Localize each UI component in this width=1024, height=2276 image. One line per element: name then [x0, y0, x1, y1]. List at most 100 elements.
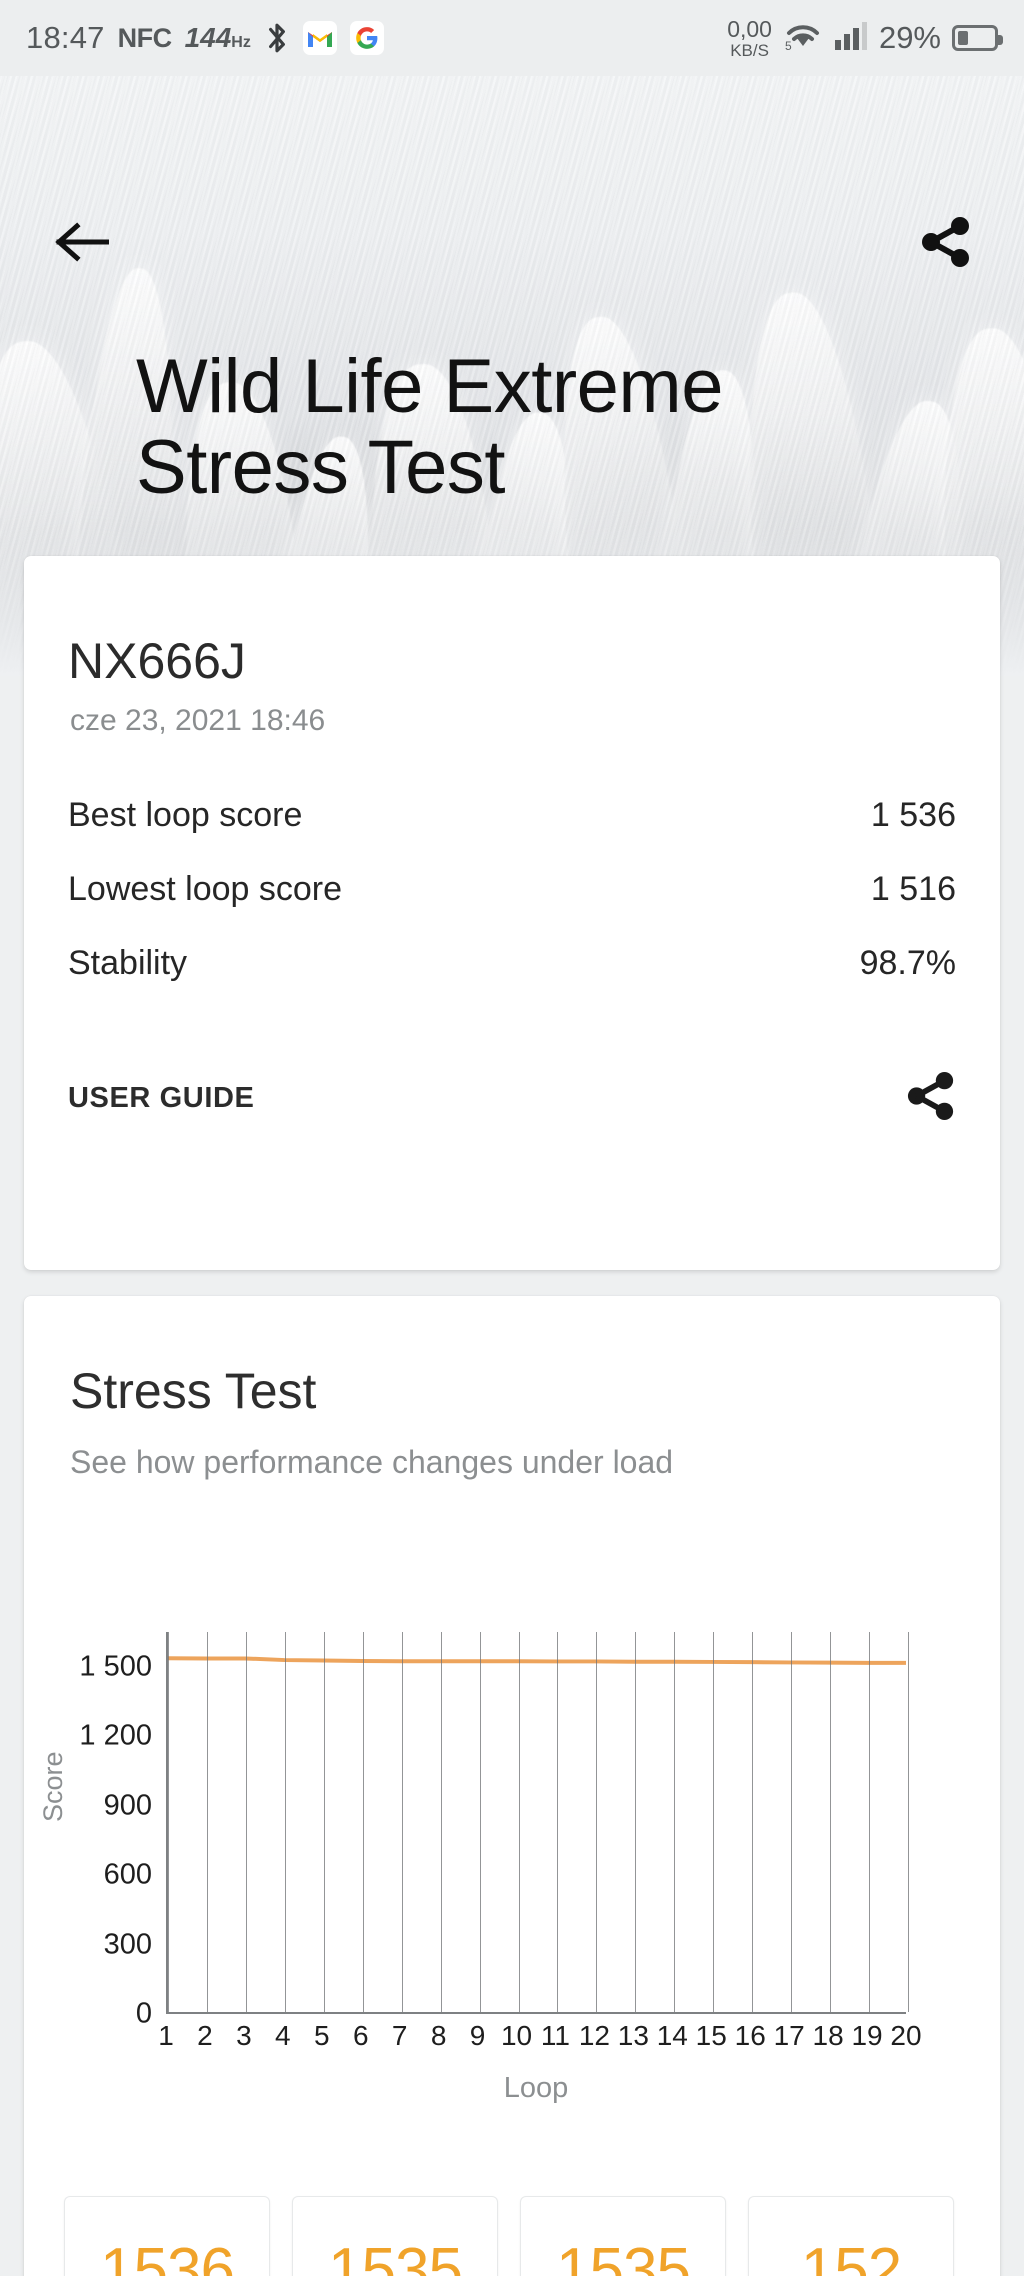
chart-gridline — [791, 1632, 793, 2012]
chart-x-tick-label: 10 — [500, 2020, 533, 2051]
row-value: 1 516 — [870, 869, 956, 908]
cellular-signal-icon — [834, 21, 868, 56]
network-speed-value: 0,00 — [727, 15, 772, 42]
chart-y-tick-label: 300 — [103, 1928, 152, 1961]
chart-gridline — [596, 1632, 598, 2012]
chart-gridline — [362, 1632, 364, 2012]
chart-line-svg — [168, 1656, 906, 1665]
row-value: 98.7% — [859, 943, 956, 982]
chart-gridline — [908, 1632, 909, 2012]
chart-x-tick-label: 3 — [236, 2020, 252, 2051]
chart-x-tick-label: 6 — [352, 2020, 369, 2051]
chart-gridline — [830, 1632, 832, 2012]
chart-x-tick-label: 13 — [617, 2020, 649, 2051]
chart-x-tick-label: 8 — [430, 2020, 447, 2051]
chart-gridline — [323, 1632, 325, 2012]
google-icon — [349, 21, 384, 55]
result-timestamp: cze 23, 2021 18:46 — [70, 704, 326, 737]
chart-gridline — [713, 1632, 715, 2012]
chart-x-axis-title: Loop — [503, 2072, 569, 2104]
chart-x-tick-label: 7 — [391, 2020, 408, 2051]
loop-score-tile[interactable]: 152 — [748, 2196, 954, 2276]
chart-y-tick-label: 0 — [135, 1997, 152, 2030]
chart-gridline — [557, 1632, 559, 2012]
share-button[interactable] — [908, 204, 984, 280]
status-time: 18:47 — [26, 20, 105, 55]
chart-x-tick-label: 14 — [656, 2020, 688, 2051]
chart-y-tick-label: 1 200 — [79, 1719, 152, 1752]
stress-test-chart: Score 0 300 600 900 1 200 1 500 1 2 3 4 5 6 7 8 9 10 11… — [24, 1586, 1000, 2146]
summary-card: NX666J cze 23, 2021 18:46 Best loop scor… — [24, 556, 1000, 1270]
chart-gridline — [674, 1632, 676, 2012]
chart-gridline — [168, 1632, 169, 2012]
chart-x-tick-label: 19 — [851, 2020, 883, 2051]
hero-banner: Wild Life Extreme Stress Test — [0, 76, 1024, 676]
chart-gridline — [440, 1632, 442, 2012]
chart-gridline — [518, 1632, 520, 2012]
share-icon — [907, 1071, 954, 1120]
chart-gridline — [752, 1632, 754, 2012]
network-speed-indicator: 0,00 KB/S — [727, 15, 772, 60]
card-actions: USER GUIDE — [68, 1058, 956, 1138]
chart-gridline — [284, 1632, 286, 2012]
stress-test-card: Stress Test See how performance changes … — [24, 1296, 1000, 2276]
gmail-icon — [302, 21, 337, 55]
chart-x-tick-label: 11 — [540, 2020, 571, 2051]
chart-x-tick-label: 15 — [695, 2020, 727, 2051]
chart-gridline — [479, 1632, 481, 2012]
stress-test-subtitle: See how performance changes under load — [70, 1444, 674, 1480]
summary-row-lowest-loop-score: Lowest loop score 1 516 — [68, 852, 956, 926]
chart-gridline — [869, 1632, 871, 2012]
chart-x-tick-label: 4 — [275, 2020, 291, 2051]
chart-gridline — [206, 1632, 208, 2012]
card-share-button[interactable] — [906, 1070, 956, 1127]
back-arrow-icon — [55, 222, 109, 262]
chart-y-tick-label: 900 — [103, 1789, 152, 1822]
chart-plot-area — [166, 1632, 909, 2014]
bluetooth-icon — [264, 21, 290, 55]
chart-y-axis-labels: 0 300 600 900 1 200 1 500 — [24, 1632, 152, 2029]
loop-score-value: 1535 — [556, 2236, 691, 2276]
stress-test-title: Stress Test — [70, 1363, 317, 1419]
chart-gridline — [245, 1632, 247, 2012]
chart-y-tick-label: 600 — [103, 1858, 152, 1891]
nfc-indicator: NFC — [117, 22, 173, 53]
device-name: NX666J — [68, 633, 246, 689]
status-bar: 18:47 NFC 144Hz — [0, 0, 1024, 76]
score-line-series — [168, 1656, 906, 1665]
chart-gridline — [401, 1632, 403, 2012]
summary-row-best-loop-score: Best loop score 1 536 — [68, 778, 956, 852]
chart-x-tick-label: 12 — [578, 2020, 610, 2051]
loop-score-tile[interactable]: 1536 — [64, 2196, 270, 2276]
loop-score-tile[interactable]: 1535 — [292, 2196, 498, 2276]
status-bar-right: 0,00 KB/S 5 29% — [727, 15, 1003, 60]
network-speed-unit: KB/S — [730, 40, 769, 60]
refresh-rate-value: 144 — [184, 22, 232, 53]
chart-x-tick-label: 5 — [313, 2020, 330, 2051]
loop-score-value: 152 — [800, 2236, 902, 2276]
row-label: Stability — [68, 943, 188, 982]
chart-y-tick-label: 1 500 — [79, 1650, 152, 1683]
row-value: 1 536 — [870, 795, 956, 834]
user-guide-button[interactable]: USER GUIDE — [68, 1081, 255, 1114]
loop-score-tile[interactable]: 1535 — [520, 2196, 726, 2276]
chart-x-tick-label: 17 — [773, 2020, 805, 2051]
loop-score-value: 1535 — [328, 2236, 463, 2276]
chart-gridline — [635, 1632, 637, 2012]
summary-row-stability: Stability 98.7% — [68, 926, 956, 1000]
svg-text:5: 5 — [785, 39, 792, 52]
status-bar-left: 18:47 NFC 144Hz — [26, 20, 384, 56]
chart-x-tick-label: 1 — [158, 2020, 174, 2051]
chart-x-tick-label: 9 — [469, 2020, 486, 2051]
share-icon — [922, 217, 969, 267]
back-button[interactable] — [44, 204, 120, 280]
chart-x-tick-label: 2 — [197, 2020, 213, 2051]
loop-score-tiles: 1536 1535 1535 152 — [64, 2196, 954, 2276]
chart-x-tick-label: 18 — [812, 2020, 844, 2051]
chart-x-tick-label: 16 — [734, 2020, 766, 2051]
page-title: Wild Life Extreme Stress Test — [136, 344, 724, 511]
battery-icon — [952, 25, 1003, 51]
battery-percent: 29% — [878, 20, 941, 55]
wifi-5-icon: 5 — [783, 20, 823, 57]
